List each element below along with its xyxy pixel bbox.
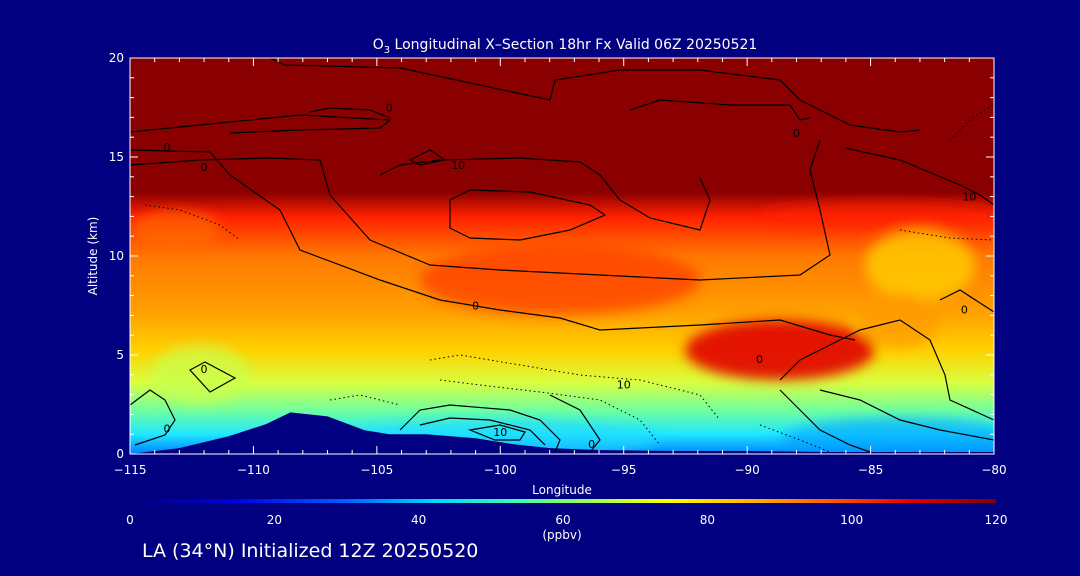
contour-line-dotted [144,204,241,241]
terrain-shading [130,412,994,454]
x-axis: −115 −110 −105 −100 −95 −90 −85 −80 [114,58,1007,477]
x-axis-label: Longitude [532,483,592,497]
x-tick-label: −80 [981,463,1006,477]
y-tick-label: 20 [109,51,124,65]
contour-line [379,157,711,231]
x-tick-label: −105 [360,463,393,477]
y-axis: 0 5 10 15 20 [109,51,994,461]
contour-label: 10 [451,159,465,172]
y-tick-label: 10 [109,249,124,263]
colorbar-tick-label: 120 [985,513,1008,527]
y-tick-label: 0 [116,447,124,461]
x-tick-label: −90 [734,463,759,477]
contour-line-dotted [949,104,994,141]
x-tick-label: −95 [611,463,636,477]
colorbar-ticks: 0 20 40 60 80 100 120 [126,513,1007,527]
contour-line [844,147,994,206]
contour-label: 0 [201,161,208,174]
contour-label: 0 [386,102,393,115]
x-tick-label: −85 [858,463,883,477]
contour-label: 0 [201,363,208,376]
contour-line-dotted [329,394,401,406]
contour-label: 0 [793,127,800,140]
ozone-field-anomalies [130,200,994,454]
contour-line [399,404,561,453]
contour-line [939,289,994,313]
y-tick-label: 15 [109,150,124,164]
plot-area: 0 0 0 10 0 10 0 0 0 0 10 0 10 0 [130,58,994,454]
contour-line [779,389,871,453]
contour-line [309,107,391,119]
colorbar-tick-label: 80 [700,513,715,527]
contour-line [130,389,176,446]
contour-line [269,58,921,133]
colorbar-tick-label: 60 [555,513,570,527]
contour-lines [130,58,994,453]
contour-label: 10 [962,191,976,204]
contour-line-dotted [439,379,661,446]
contour-label: 10 [493,426,507,439]
chart-title: O3 Longitudinal X–Section 18hr Fx Valid … [373,37,758,56]
y-tick-label: 5 [116,348,124,362]
contour-label: 0 [164,422,171,435]
colorbar-tick-label: 0 [126,513,134,527]
contour-line [419,417,546,446]
contour-line [467,424,526,441]
y-axis-label: Altitude (km) [86,217,100,296]
contour-label: 0 [961,303,968,316]
dotted-contours [144,104,994,453]
contour-line [819,389,994,441]
contour-line [189,361,237,393]
colorbar-tick-label: 20 [267,513,282,527]
colorbar [130,499,996,503]
contour-line-dotted [899,229,994,241]
contour-line [449,189,607,241]
x-tick-label: −100 [484,463,517,477]
contour-line [779,319,994,421]
contour-line-dotted [759,424,831,453]
x-tick-label: −115 [114,463,147,477]
contour-label: 0 [472,300,479,313]
contour-line [130,114,392,134]
contour-line [130,139,831,281]
contour-label: 0 [588,438,595,451]
colorbar-tick-label: 40 [411,513,426,527]
colorbar-units: (ppbv) [542,528,581,542]
contour-label: 0 [756,353,763,366]
contour-label: 10 [617,379,631,392]
contour-line [130,149,856,341]
x-tick-label: −110 [237,463,270,477]
footer-initialization-label: LA (34°N) Initialized 12Z 20250520 [142,540,479,562]
contour-line [549,394,601,453]
contour-line [629,99,811,121]
colorbar-tick-label: 100 [840,513,863,527]
contour-label: 0 [164,141,171,154]
